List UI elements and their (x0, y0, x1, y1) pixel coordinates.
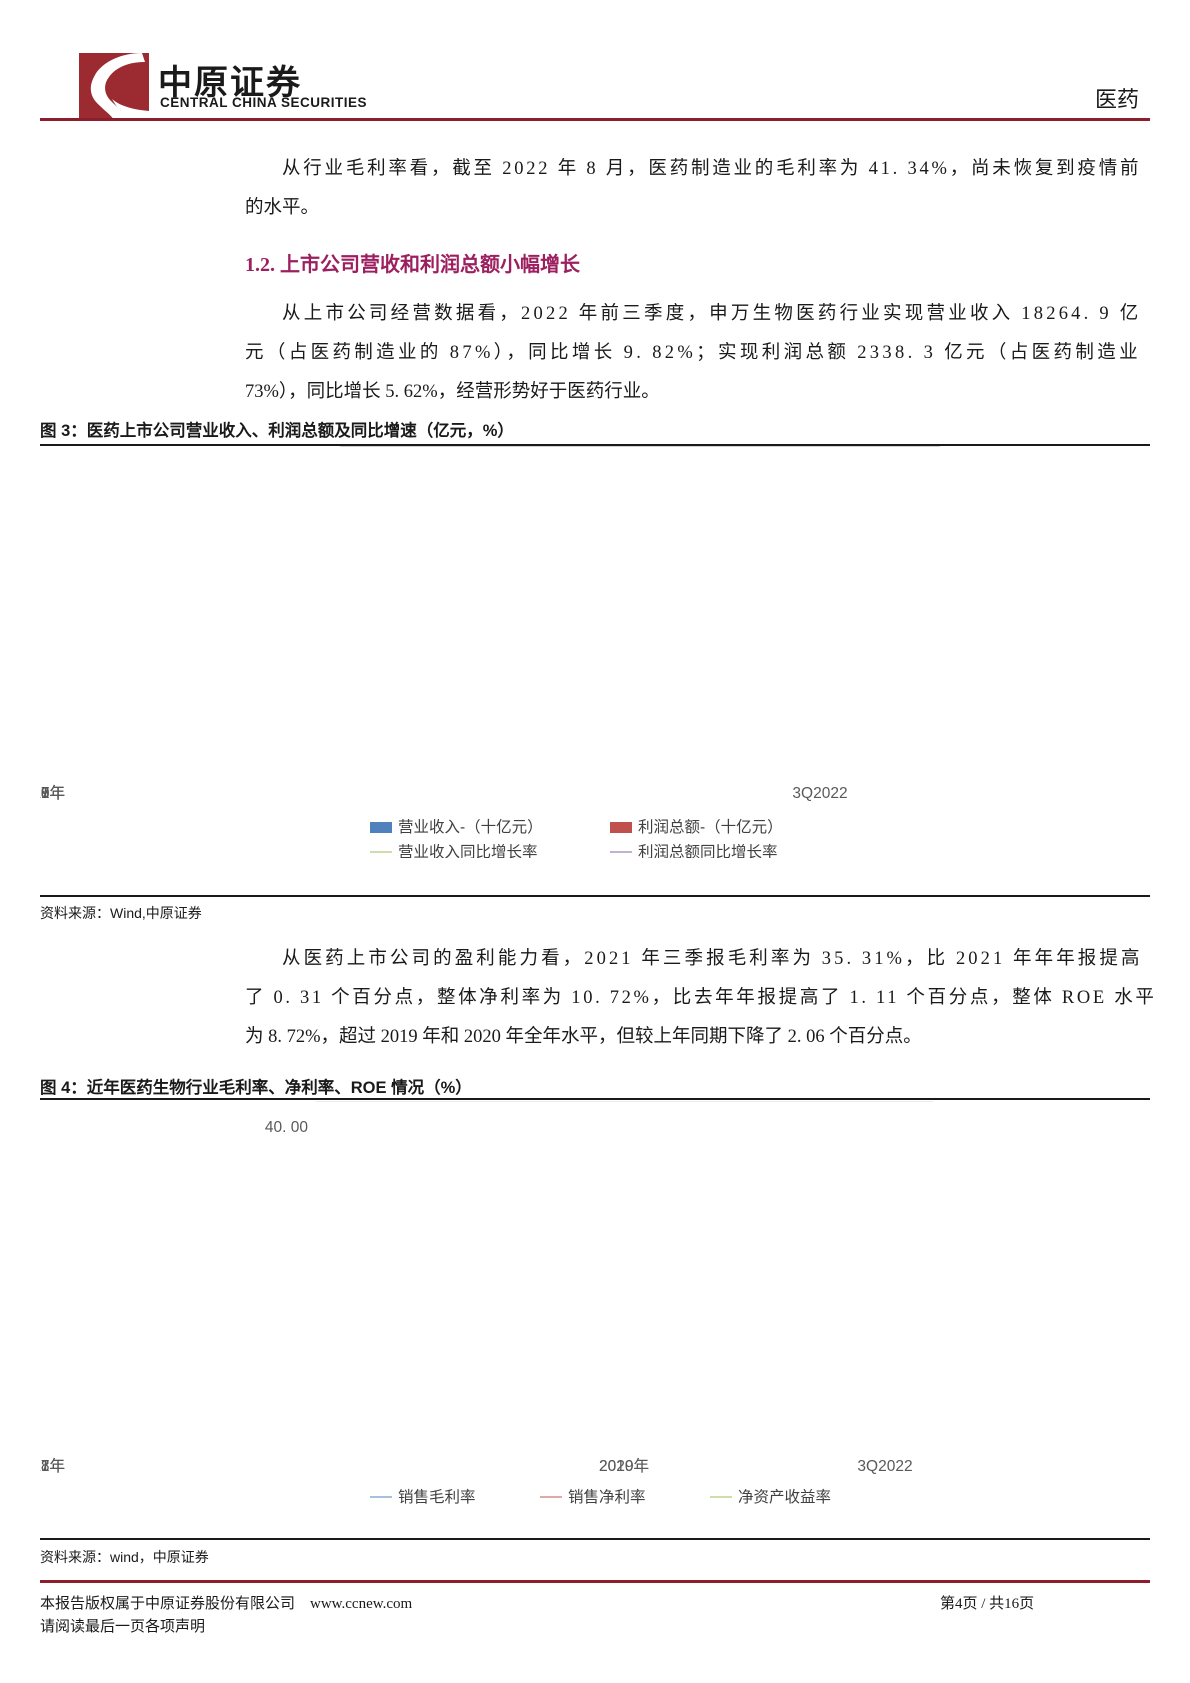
svg-text:0. 00: 0. 00 (298, 446, 333, 450)
svg-text:3Q2022: 3Q2022 (792, 785, 847, 802)
svg-text:-20. 00: -20. 00 (948, 446, 997, 450)
svg-text:营业收入同比增长率: 营业收入同比增长率 (398, 843, 538, 858)
svg-text:利润总额同比增长率: 利润总额同比增长率 (638, 843, 778, 858)
svg-text:营业收入-（十亿元）: 营业收入-（十亿元） (398, 818, 543, 836)
svg-text:2020年: 2020年 (599, 1457, 649, 1475)
svg-text:0. 00: 0. 00 (274, 1101, 309, 1105)
svg-text:3Q2022: 3Q2022 (857, 1458, 912, 1475)
svg-text:销售毛利率: 销售毛利率 (398, 1488, 476, 1506)
svg-text:净资产收益率: 净资产收益率 (738, 1488, 831, 1506)
svg-text:销售净利率: 销售净利率 (568, 1488, 646, 1506)
svg-text:40. 00: 40. 00 (265, 1119, 308, 1136)
svg-text:利润总额-（十亿元）: 利润总额-（十亿元） (638, 818, 783, 836)
